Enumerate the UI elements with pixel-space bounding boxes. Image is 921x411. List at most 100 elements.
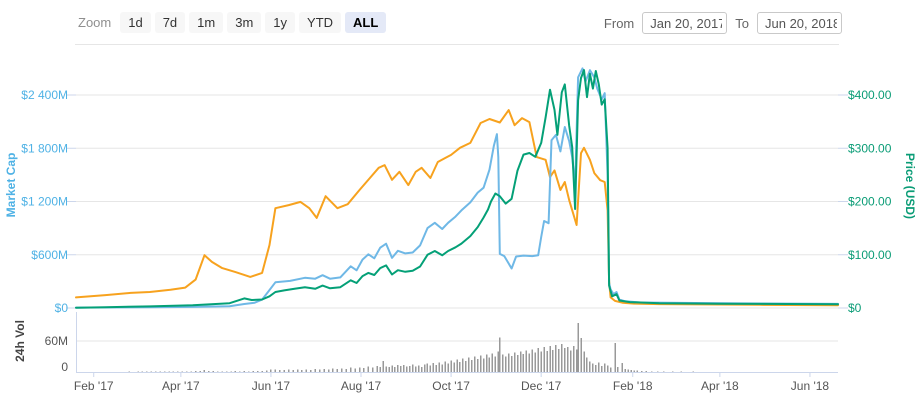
volume-bar [561,344,563,372]
volume-bar [239,371,241,372]
volume-bar [516,354,519,372]
left-axis-tick-label: $1 200M [21,195,68,209]
volume-bar [651,371,653,372]
volume-bar [482,358,485,372]
x-axis-tick-label: Feb '18 [613,379,653,393]
volume-bar [336,369,339,372]
volume-bar [441,364,443,373]
volume-bar [567,347,569,372]
volume-bar [549,346,551,372]
volume-bar [287,369,290,372]
left-axis-tick-label: $600M [31,248,68,262]
volume-bar [444,361,446,372]
from-label: From [603,15,635,31]
volume-bar [414,366,417,372]
axis-label-layer: $0 $0 $600M $100.00 $1 200M $200.00 $1 800M $30… [21,88,891,393]
volume-bar [332,368,334,372]
volume-bar [256,371,259,372]
volume-bar [546,350,548,372]
volume-bar [531,349,534,372]
volume-bar [279,369,281,372]
volume-bar [598,362,600,372]
volume-bar [400,366,402,372]
volume-bar [468,357,470,372]
volume-bar [601,365,603,372]
volume-bar [450,360,452,372]
zoom-range-button-3m[interactable]: 3m [227,12,262,33]
volume-bar [208,370,210,372]
volume-bar [513,352,516,372]
from-date-input[interactable] [642,12,728,34]
volume-bar [388,367,390,372]
volume-bar [372,367,374,372]
volume-bar [283,370,285,372]
volume-bar [592,363,594,372]
volume-bar [603,363,606,372]
zoom-range-button-1y[interactable]: 1y [265,12,296,33]
left-axis-title: Market Cap [4,153,18,218]
volume-bar [261,370,263,372]
volume-bar [403,364,405,372]
volume-bar [385,366,387,372]
chart-plot-area[interactable] [76,52,838,372]
volume-bar [510,356,513,372]
volume-bar [345,369,347,372]
volume-bar [497,351,500,372]
volume-bar [614,343,616,372]
zoom-range-button-ytd[interactable]: YTD [299,12,342,33]
volume-bar [575,349,578,372]
volume-bar [426,363,429,372]
x-axis-tick-label: Dec '17 [521,379,562,393]
volume-bar [570,350,572,372]
to-date-input[interactable] [757,12,842,34]
volume-bar [199,370,201,372]
volume-bar [243,371,246,372]
volume-bar [301,370,303,372]
volume-bar [296,369,299,372]
volume-bar [354,368,356,372]
zoom-range-button-7d[interactable]: 7d [154,12,186,33]
right-axis-tick-label: $100.00 [848,248,892,262]
volume-bar [417,365,420,372]
volume-bar [212,371,215,372]
zoom-range-button-1d[interactable]: 1d [120,12,151,33]
volume-bar [572,346,575,372]
volume-bar [627,369,630,372]
volume-bar [274,369,277,372]
volume-bar [323,368,325,372]
volume-bar [379,367,381,372]
zoom-range-button-all[interactable]: ALL [345,12,387,33]
volume-bar [474,356,476,372]
volume-bar [624,368,627,372]
volume-bar [397,365,399,372]
volume-bar [367,366,370,372]
zoom-button-group: 1d 7d 1m 3m 1y YTD ALL [120,12,387,33]
volume-bar [491,353,494,372]
volume-bar [645,371,647,372]
left-axis-tick-label: $2 400M [21,88,68,102]
volume-bar [217,371,219,372]
volume-bar [435,365,438,372]
volume-bar [617,366,619,372]
volume-axis-title: 24h Vol [13,320,27,362]
volume-bar [657,371,659,372]
gridline-layer [66,94,848,377]
zoom-range-button-1m[interactable]: 1m [189,12,224,33]
volume-bar [341,368,343,372]
to-label: To [735,15,749,31]
volume-bar [252,371,254,372]
volume-bar [194,371,197,372]
volume-bar [525,350,528,372]
volume-bar [423,364,426,372]
volume-bar [230,371,232,372]
right-axis-tick-label: $400.00 [848,88,892,102]
volume-bar [438,362,440,372]
volume-bar [606,365,609,372]
x-axis-tick-label: Jun '17 [252,379,291,393]
volume-bar [507,353,510,372]
volume-bar [564,348,566,372]
volume-bar [270,369,272,372]
volume-bar [349,367,352,372]
right-axis-tick-label: $0 [848,301,862,315]
